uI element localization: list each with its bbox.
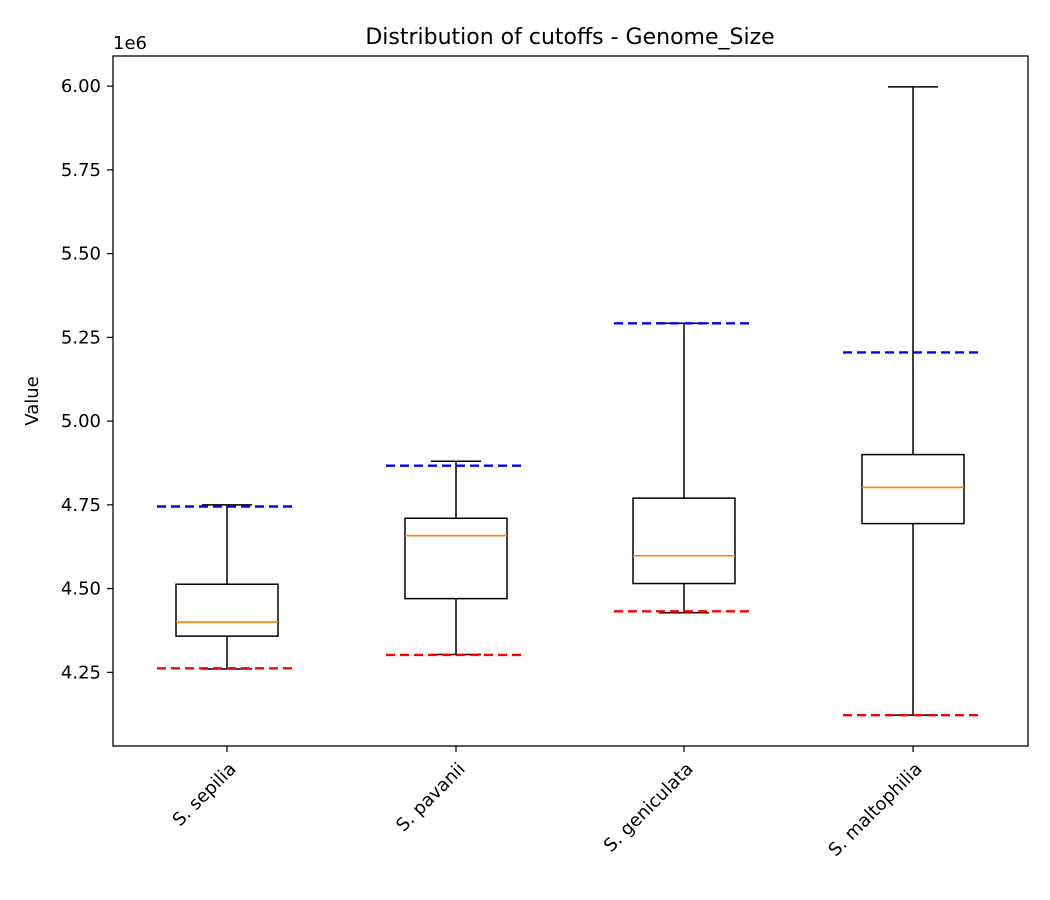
y-tick-label: 4.25: [61, 662, 101, 683]
y-axis-offset-label: 1e6: [113, 33, 147, 54]
iqr-box: [861, 453, 965, 525]
y-tick-label: 6.00: [61, 76, 101, 97]
plot-area: 4.25 4.50 4.75 5.00 5.25 5.50 5.75 6.00 S. sepil…: [61, 76, 983, 861]
iqr-box: [404, 517, 508, 600]
y-axis-label: Value: [22, 376, 43, 425]
y-tick-label: 5.00: [61, 411, 101, 432]
x-tick-label: S. pavanii: [392, 759, 469, 836]
y-tick-label: 5.50: [61, 244, 101, 265]
x-tick-label: S. geniculata: [600, 759, 698, 857]
x-tick-label: S. maltophilia: [824, 759, 926, 861]
chart-title: Distribution of cutoffs - Genome_Size: [365, 25, 774, 50]
plot-frame: [112, 55, 1029, 747]
y-tick-label: 5.75: [61, 160, 101, 181]
iqr-box: [175, 583, 279, 637]
y-tick-label: 4.50: [61, 579, 101, 600]
y-tick-label: 4.75: [61, 495, 101, 516]
iqr-box: [632, 497, 736, 585]
y-tick-label: 5.25: [61, 327, 101, 348]
x-tick-label: S. sepilia: [169, 759, 241, 831]
